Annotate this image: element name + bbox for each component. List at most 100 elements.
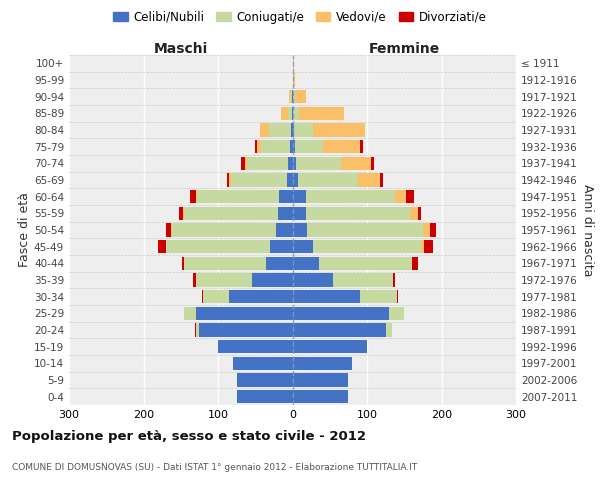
Bar xyxy=(236,374,293,386)
Bar xyxy=(196,306,293,320)
Text: Maschi: Maschi xyxy=(154,42,208,56)
Bar xyxy=(288,156,293,170)
Bar xyxy=(236,390,293,404)
Bar xyxy=(397,290,398,304)
Bar xyxy=(293,256,319,270)
Bar xyxy=(229,290,293,304)
Bar xyxy=(393,274,395,286)
Bar xyxy=(293,106,299,120)
Bar xyxy=(295,90,306,104)
Bar xyxy=(251,274,293,286)
Bar xyxy=(179,206,183,220)
Bar xyxy=(307,224,423,236)
Bar xyxy=(293,206,306,220)
Bar xyxy=(255,140,257,153)
Text: COMUNE DI DOMUSNOVAS (SU) - Dati ISTAT 1° gennaio 2012 - Elaborazione TUTTITALIA: COMUNE DI DOMUSNOVAS (SU) - Dati ISTAT 1… xyxy=(12,462,417,471)
Bar xyxy=(306,190,395,203)
Bar xyxy=(184,306,196,320)
Bar xyxy=(292,106,293,120)
Bar xyxy=(190,190,196,203)
Bar xyxy=(293,374,349,386)
Bar xyxy=(218,340,293,353)
Bar xyxy=(229,174,230,186)
Bar xyxy=(166,240,270,254)
Bar xyxy=(289,90,290,104)
Bar xyxy=(418,206,421,220)
Bar xyxy=(293,324,386,336)
Bar xyxy=(293,140,295,153)
Bar xyxy=(395,190,406,203)
Bar xyxy=(269,124,291,136)
Bar xyxy=(182,256,184,270)
Bar xyxy=(203,290,229,304)
Bar xyxy=(295,140,323,153)
Bar xyxy=(293,340,367,353)
Bar xyxy=(278,206,293,220)
Bar xyxy=(293,224,307,236)
Bar xyxy=(341,156,371,170)
Bar xyxy=(293,174,298,186)
Bar xyxy=(323,140,360,153)
Bar xyxy=(412,256,418,270)
Bar xyxy=(293,190,306,203)
Bar xyxy=(380,174,383,186)
Bar xyxy=(227,174,229,186)
Bar xyxy=(291,124,293,136)
Bar xyxy=(290,140,293,153)
Bar xyxy=(230,174,287,186)
Bar xyxy=(279,190,293,203)
Bar xyxy=(406,190,414,203)
Bar xyxy=(290,90,292,104)
Bar xyxy=(292,90,293,104)
Bar xyxy=(371,156,374,170)
Bar xyxy=(293,156,296,170)
Bar xyxy=(293,306,389,320)
Bar xyxy=(293,74,295,86)
Bar xyxy=(247,156,288,170)
Bar xyxy=(294,124,313,136)
Bar xyxy=(389,306,404,320)
Bar xyxy=(313,240,421,254)
Bar xyxy=(298,174,358,186)
Text: Femmine: Femmine xyxy=(368,42,440,56)
Bar xyxy=(195,324,196,336)
Bar xyxy=(184,256,266,270)
Bar xyxy=(233,356,293,370)
Bar xyxy=(196,324,199,336)
Bar xyxy=(306,206,410,220)
Bar xyxy=(183,206,184,220)
Bar xyxy=(266,256,293,270)
Bar xyxy=(296,156,341,170)
Bar xyxy=(293,290,359,304)
Bar xyxy=(430,224,436,236)
Text: Popolazione per età, sesso e stato civile - 2012: Popolazione per età, sesso e stato civil… xyxy=(12,430,366,443)
Legend: Celibi/Nubili, Coniugati/e, Vedovi/e, Divorziati/e: Celibi/Nubili, Coniugati/e, Vedovi/e, Di… xyxy=(109,6,491,28)
Bar xyxy=(360,140,362,153)
Bar xyxy=(172,224,276,236)
Bar xyxy=(293,390,349,404)
Bar xyxy=(299,106,344,120)
Bar xyxy=(423,224,430,236)
Bar xyxy=(158,240,166,254)
Bar xyxy=(319,256,412,270)
Bar xyxy=(293,56,294,70)
Bar xyxy=(293,124,294,136)
Bar xyxy=(424,240,433,254)
Bar xyxy=(281,106,288,120)
Bar xyxy=(245,156,247,170)
Bar xyxy=(261,140,290,153)
Bar xyxy=(196,274,251,286)
Bar xyxy=(293,274,334,286)
Bar xyxy=(386,324,392,336)
Y-axis label: Fasce di età: Fasce di età xyxy=(18,192,31,268)
Bar xyxy=(260,124,269,136)
Bar xyxy=(171,224,172,236)
Bar xyxy=(276,224,293,236)
Bar xyxy=(184,206,278,220)
Bar xyxy=(197,190,279,203)
Bar xyxy=(288,106,292,120)
Bar xyxy=(193,274,196,286)
Bar xyxy=(293,356,352,370)
Bar xyxy=(293,90,295,104)
Bar xyxy=(166,224,171,236)
